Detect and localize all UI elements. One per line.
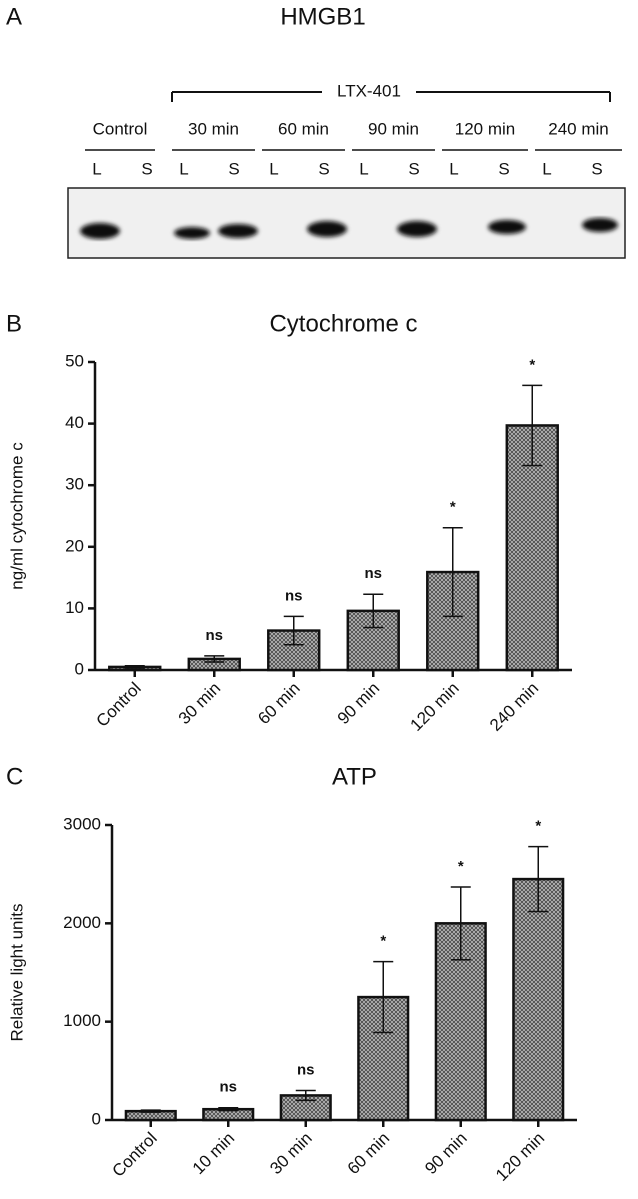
y-axis-label: Relative light units: [7, 904, 26, 1042]
chart-title: Cytochrome c: [269, 310, 417, 337]
y-tick-label: 1000: [63, 1011, 101, 1030]
x-tick-label: Control: [109, 1129, 161, 1181]
bar: [512, 877, 565, 1122]
bands: [80, 218, 618, 239]
significance-label: ns: [205, 627, 223, 644]
lane-label: L: [179, 159, 188, 178]
x-tick-label: 30 min: [266, 1129, 316, 1179]
x-tick-label: 60 min: [254, 679, 304, 729]
group-label: 90 min: [368, 119, 419, 138]
y-tick-label: 0: [92, 1109, 101, 1128]
band: [397, 221, 437, 237]
group-label: 240 min: [548, 119, 608, 138]
band: [174, 227, 210, 239]
y-tick-label: 2000: [63, 913, 101, 932]
significance-label: ns: [219, 1079, 237, 1096]
panel-letter: C: [6, 763, 23, 790]
label-bg: [322, 80, 416, 104]
group-label: Control: [93, 119, 148, 138]
x-tick-label: 120 min: [407, 679, 463, 735]
significance-label: *: [450, 499, 456, 516]
significance-label: *: [535, 818, 541, 835]
panel-letter: A: [6, 3, 22, 30]
lane-label: L: [542, 159, 551, 178]
lane-label: S: [318, 159, 329, 178]
treatment-label: LTX-401: [337, 81, 401, 100]
band: [307, 221, 347, 237]
significance-label: *: [380, 933, 386, 950]
y-tick-label: 3000: [63, 814, 101, 833]
x-tick-label: 120 min: [492, 1129, 548, 1185]
significance-label: ns: [285, 587, 303, 604]
lane-label: L: [92, 159, 101, 178]
significance-label: ns: [364, 565, 382, 582]
significance-label: ns: [297, 1061, 315, 1078]
group-label: 30 min: [188, 119, 239, 138]
lane-label: S: [228, 159, 239, 178]
panel-letter: B: [6, 310, 22, 337]
group-label: 60 min: [278, 119, 329, 138]
x-tick-label: 90 min: [421, 1129, 471, 1179]
y-tick-label: 10: [65, 598, 84, 617]
band: [582, 218, 618, 232]
chart-title: ATP: [332, 763, 377, 790]
lane-label: S: [498, 159, 509, 178]
band: [80, 223, 120, 239]
y-tick-label: 40: [65, 413, 84, 432]
band: [488, 220, 526, 234]
x-tick-label: 60 min: [344, 1129, 394, 1179]
y-tick-label: 20: [65, 536, 84, 555]
blot-image: [67, 187, 626, 259]
y-tick-label: 30: [65, 475, 84, 494]
group-label: 120 min: [455, 119, 515, 138]
significance-label: *: [458, 858, 464, 875]
lane-label: L: [449, 159, 458, 178]
x-tick-label: 240 min: [486, 679, 542, 735]
y-axis-label: ng/ml cytochrome c: [7, 442, 26, 590]
lane-label: L: [359, 159, 368, 178]
lane-label: L: [269, 159, 278, 178]
band: [218, 224, 258, 238]
y-tick-label: 50: [65, 351, 84, 370]
x-tick-label: 30 min: [175, 679, 225, 729]
blot-title: HMGB1: [280, 3, 365, 30]
x-tick-label: Control: [93, 679, 145, 731]
x-tick-label: 10 min: [189, 1129, 239, 1179]
significance-label: *: [529, 356, 535, 373]
y-tick-label: 0: [75, 659, 84, 678]
x-tick-label: 90 min: [334, 679, 384, 729]
lane-label: S: [408, 159, 419, 178]
lane-label: S: [591, 159, 602, 178]
lane-label: S: [141, 159, 152, 178]
